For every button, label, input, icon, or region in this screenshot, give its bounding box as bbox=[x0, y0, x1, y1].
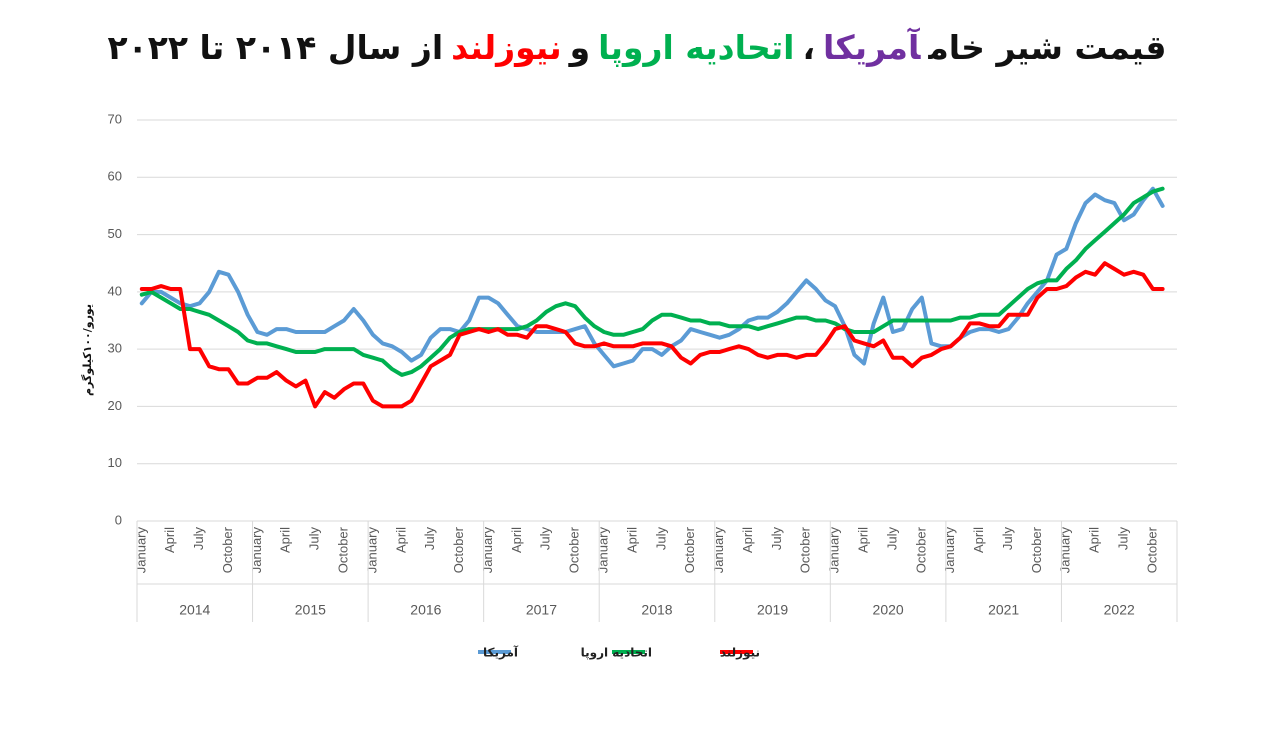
series-line bbox=[139, 261, 1165, 409]
y-tick-label: 40 bbox=[108, 283, 122, 298]
x-tick-label: January bbox=[480, 527, 495, 574]
x-tick-label: July bbox=[653, 527, 668, 551]
x-tick-label: July bbox=[1000, 527, 1015, 551]
x-tick-label: January bbox=[364, 527, 379, 574]
x-tick-label: April bbox=[509, 527, 524, 553]
x-tick-label: October bbox=[682, 526, 697, 573]
x-tick-label: January bbox=[1058, 527, 1073, 574]
title-part: ، bbox=[802, 28, 816, 67]
x-tick-label: July bbox=[884, 527, 899, 551]
x-tick-label: July bbox=[769, 527, 784, 551]
x-tick-label: January bbox=[595, 527, 610, 574]
x-tick-label: April bbox=[278, 527, 293, 553]
x-tick-label: July bbox=[191, 527, 206, 551]
y-tick-label: 70 bbox=[108, 111, 122, 126]
x-tick-label: July bbox=[422, 527, 437, 551]
x-tick-label: October bbox=[798, 526, 813, 573]
group-label: 2014 bbox=[179, 602, 210, 618]
y-tick-label: 50 bbox=[108, 226, 122, 241]
x-tick-label: April bbox=[971, 527, 986, 553]
x-tick-label: October bbox=[567, 526, 582, 573]
y-tick-label: 30 bbox=[108, 341, 122, 356]
title-part: آمریکا bbox=[823, 28, 921, 67]
y-axis-label: یورو/۱۰۰کیلوگرم bbox=[81, 304, 94, 396]
x-tick-label: April bbox=[740, 527, 755, 553]
x-tick-label: July bbox=[538, 527, 553, 551]
x-tick-label: July bbox=[1115, 527, 1130, 551]
x-tick-label: April bbox=[624, 527, 639, 553]
chart-title: قیمت شیر خامآمریکا،اتحادیه اروپاونیوزلند… bbox=[0, 28, 1274, 67]
legend-label: آمریکا bbox=[483, 645, 519, 660]
series-line bbox=[139, 186, 1165, 369]
group-label: 2016 bbox=[410, 602, 441, 618]
group-label: 2021 bbox=[988, 602, 1019, 618]
x-tick-label: July bbox=[307, 527, 322, 551]
y-tick-label: 20 bbox=[108, 398, 122, 413]
x-tick-label: January bbox=[249, 527, 264, 574]
y-tick-label: 0 bbox=[115, 512, 122, 527]
x-tick-label: October bbox=[220, 526, 235, 573]
x-tick-label: October bbox=[1029, 526, 1044, 573]
x-tick-label: October bbox=[913, 526, 928, 573]
x-tick-label: January bbox=[942, 527, 957, 574]
group-label: 2018 bbox=[641, 602, 672, 618]
x-tick-label: January bbox=[133, 527, 148, 574]
x-tick-label: January bbox=[711, 527, 726, 574]
series-line bbox=[139, 186, 1165, 377]
title-part: نیوزلند bbox=[451, 28, 562, 67]
x-tick-label: October bbox=[451, 526, 466, 573]
title-part: و bbox=[569, 28, 591, 67]
x-tick-label: October bbox=[335, 526, 350, 573]
group-label: 2020 bbox=[873, 602, 904, 618]
x-tick-label: April bbox=[393, 527, 408, 553]
title-part: قیمت شیر خام bbox=[928, 28, 1167, 67]
legend-label: نیوزلند bbox=[720, 646, 760, 661]
x-tick-label: January bbox=[827, 527, 842, 574]
x-tick-label: April bbox=[855, 527, 870, 553]
title-part: از سال ۲۰۱۴ تا ۲۰۲۲ bbox=[107, 28, 444, 67]
y-tick-label: 60 bbox=[108, 169, 122, 184]
x-tick-label: April bbox=[1087, 527, 1102, 553]
y-tick-label: 10 bbox=[108, 455, 122, 470]
group-label: 2019 bbox=[757, 602, 788, 618]
x-tick-label: October bbox=[1144, 526, 1159, 573]
legend-label: اتحادیه اروپا bbox=[581, 646, 652, 661]
group-label: 2017 bbox=[526, 602, 557, 618]
group-label: 2015 bbox=[295, 602, 326, 618]
title-part: اتحادیه اروپا bbox=[598, 28, 795, 67]
group-label: 2022 bbox=[1104, 602, 1135, 618]
x-tick-label: April bbox=[162, 527, 177, 553]
